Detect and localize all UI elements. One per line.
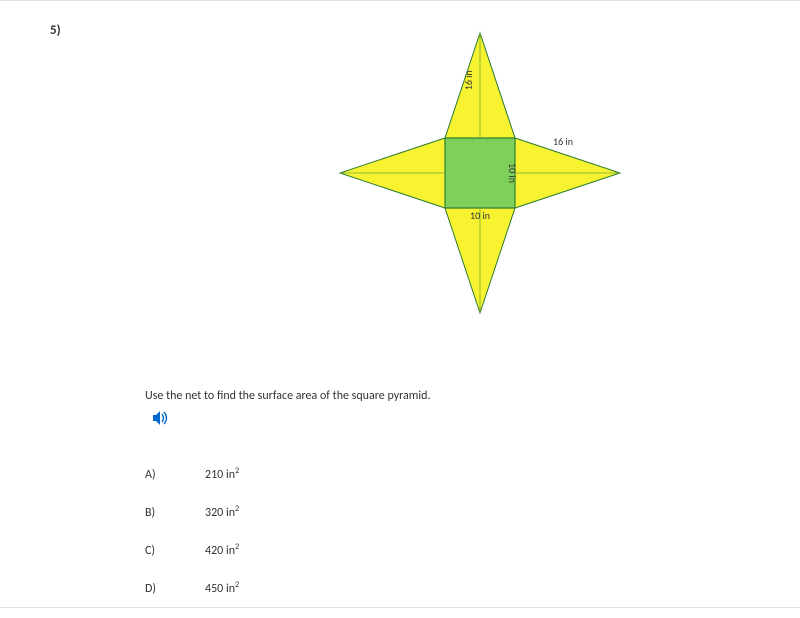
choice-row[interactable]: D)450 in2: [145, 580, 645, 596]
svg-text:10 in: 10 in: [470, 209, 490, 222]
svg-text:16 in: 16 in: [462, 70, 475, 90]
choice-row[interactable]: C)420 in2: [145, 542, 645, 558]
choice-row[interactable]: A)210 in2: [145, 466, 645, 482]
choice-letter: C): [145, 544, 205, 558]
choice-value-exponent: 2: [235, 542, 239, 552]
choice-letter: A): [145, 468, 205, 482]
prompt-text: Use the net to find the surface area of …: [145, 389, 645, 403]
audio-icon[interactable]: [153, 412, 171, 429]
pyramid-net-figure: 10 in 10 in 16 in 16 in: [330, 23, 630, 323]
choice-value: 210 in2: [205, 466, 239, 482]
choice-value-number: 420 in: [205, 544, 235, 558]
choice-value-number: 320 in: [205, 506, 235, 520]
choice-value-exponent: 2: [235, 466, 239, 476]
answer-choices: A)210 in2B)320 in2C)420 in2D)450 in2: [145, 466, 645, 596]
svg-text:10 in: 10 in: [506, 163, 519, 183]
question-number: 5): [50, 23, 61, 38]
choice-row[interactable]: B)320 in2: [145, 504, 645, 520]
choice-letter: D): [145, 582, 205, 596]
choice-value-exponent: 2: [235, 504, 239, 514]
choice-value-exponent: 2: [235, 580, 239, 590]
choice-value: 320 in2: [205, 504, 239, 520]
choice-value-number: 210 in: [205, 468, 235, 482]
choice-value: 420 in2: [205, 542, 239, 558]
choice-value-number: 450 in: [205, 582, 235, 596]
prompt-block: Use the net to find the surface area of …: [145, 389, 645, 618]
svg-text:16 in: 16 in: [553, 135, 573, 148]
choice-value: 450 in2: [205, 580, 239, 596]
choice-letter: B): [145, 506, 205, 520]
